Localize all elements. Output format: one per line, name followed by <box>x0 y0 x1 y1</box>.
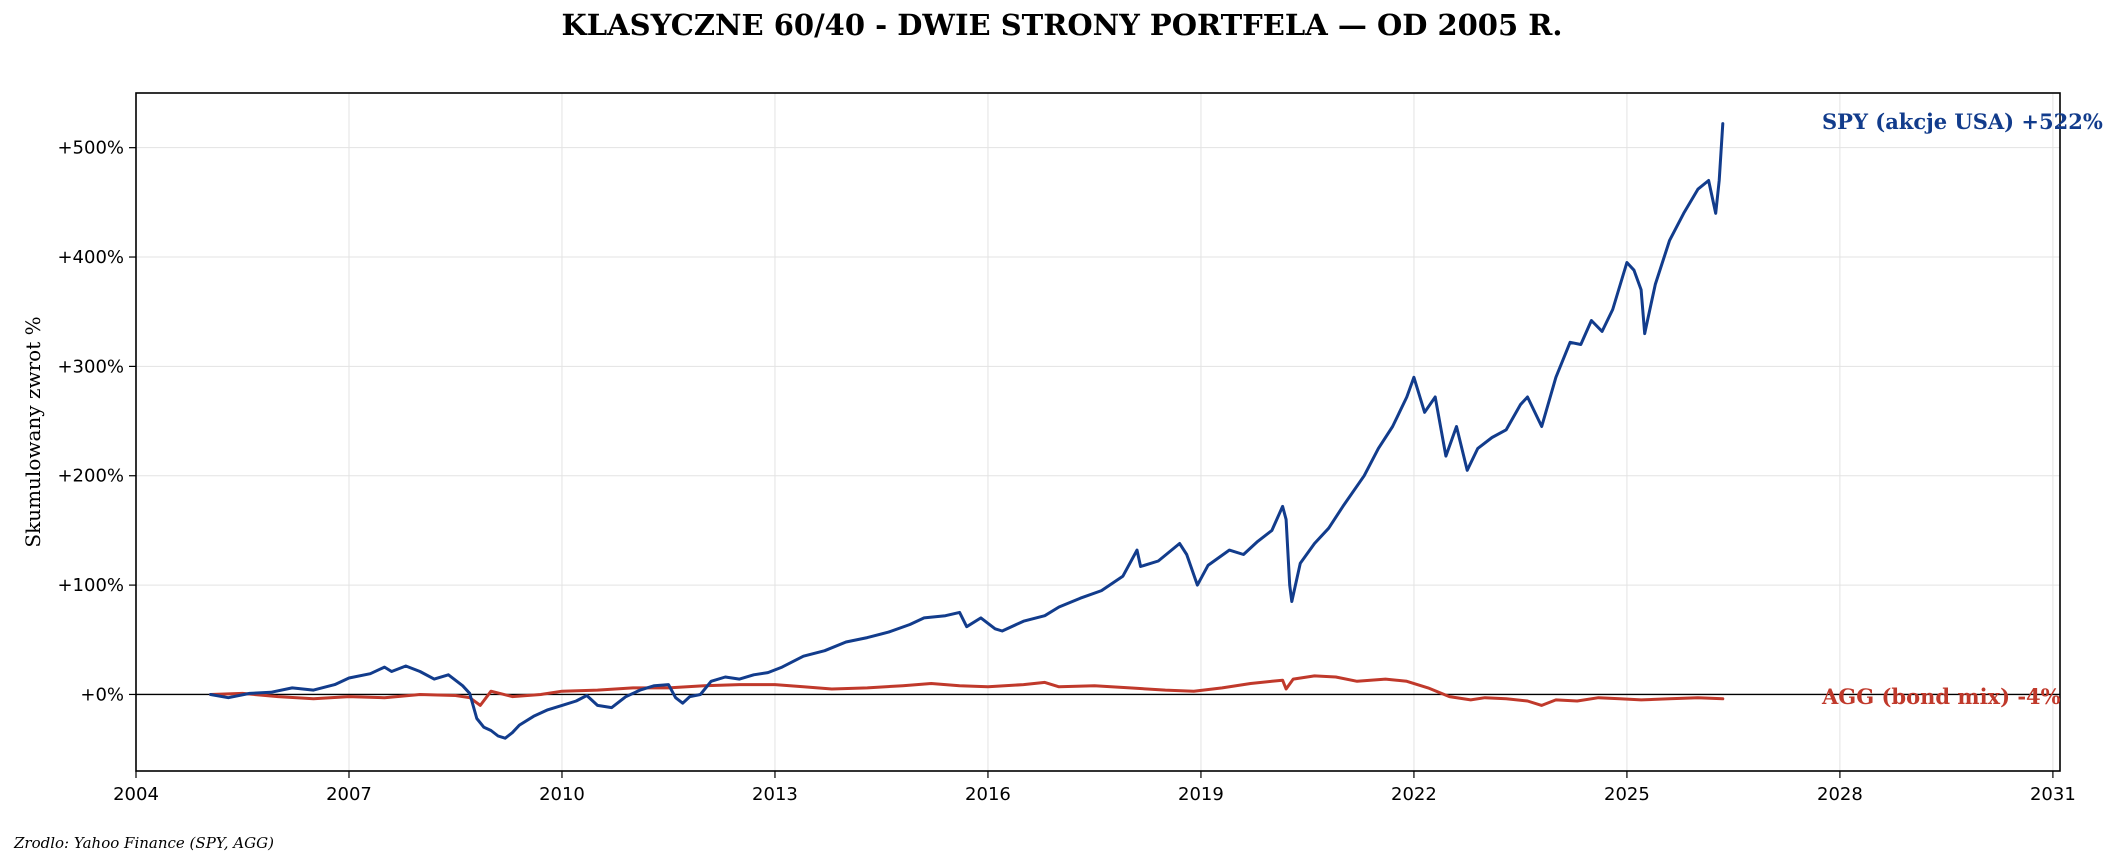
x-tick-label: 2004 <box>113 784 159 805</box>
y-tick-label: +200% <box>57 466 124 487</box>
x-tick-label: 2013 <box>752 784 798 805</box>
spy-end-label: SPY (akcje USA) +522% <box>1822 109 2103 134</box>
chart-title: KLASYCZNE 60/40 - DWIE STRONY PORTFELA —… <box>562 8 1563 42</box>
y-tick-label: +400% <box>57 247 124 268</box>
y-axis-label: Skumulowany zwrot % <box>21 316 45 547</box>
spy-series-line <box>209 122 1725 740</box>
x-tick-label: 2016 <box>965 784 1011 805</box>
agg-end-label: AGG (bond mix) -4% <box>1821 684 2061 709</box>
x-tick-label: 2028 <box>1817 784 1863 805</box>
y-tick-label: +0% <box>80 684 124 705</box>
source-note: Zrodlo: Yahoo Finance (SPY, AGG) <box>13 834 274 852</box>
x-tick-label: 2025 <box>1604 784 1650 805</box>
y-axis: +0% +100% +200% +300% +400% +500% <box>57 138 136 705</box>
x-tick-label: 2022 <box>1391 784 1437 805</box>
x-tick-label: 2010 <box>539 784 585 805</box>
x-axis: 2004 2007 2010 2013 2016 2019 2022 2025 2028 2031 <box>113 771 2076 805</box>
plot-frame <box>135 92 2061 772</box>
x-tick-label: 2031 <box>2030 784 2076 805</box>
y-tick-label: +500% <box>57 138 124 159</box>
y-tick-label: +100% <box>57 575 124 596</box>
agg-series-line <box>209 674 1725 707</box>
x-tick-label: 2019 <box>1178 784 1224 805</box>
grid <box>135 93 2060 771</box>
y-tick-label: +300% <box>57 356 124 377</box>
x-tick-label: 2007 <box>326 784 372 805</box>
series-layer <box>209 122 1725 740</box>
